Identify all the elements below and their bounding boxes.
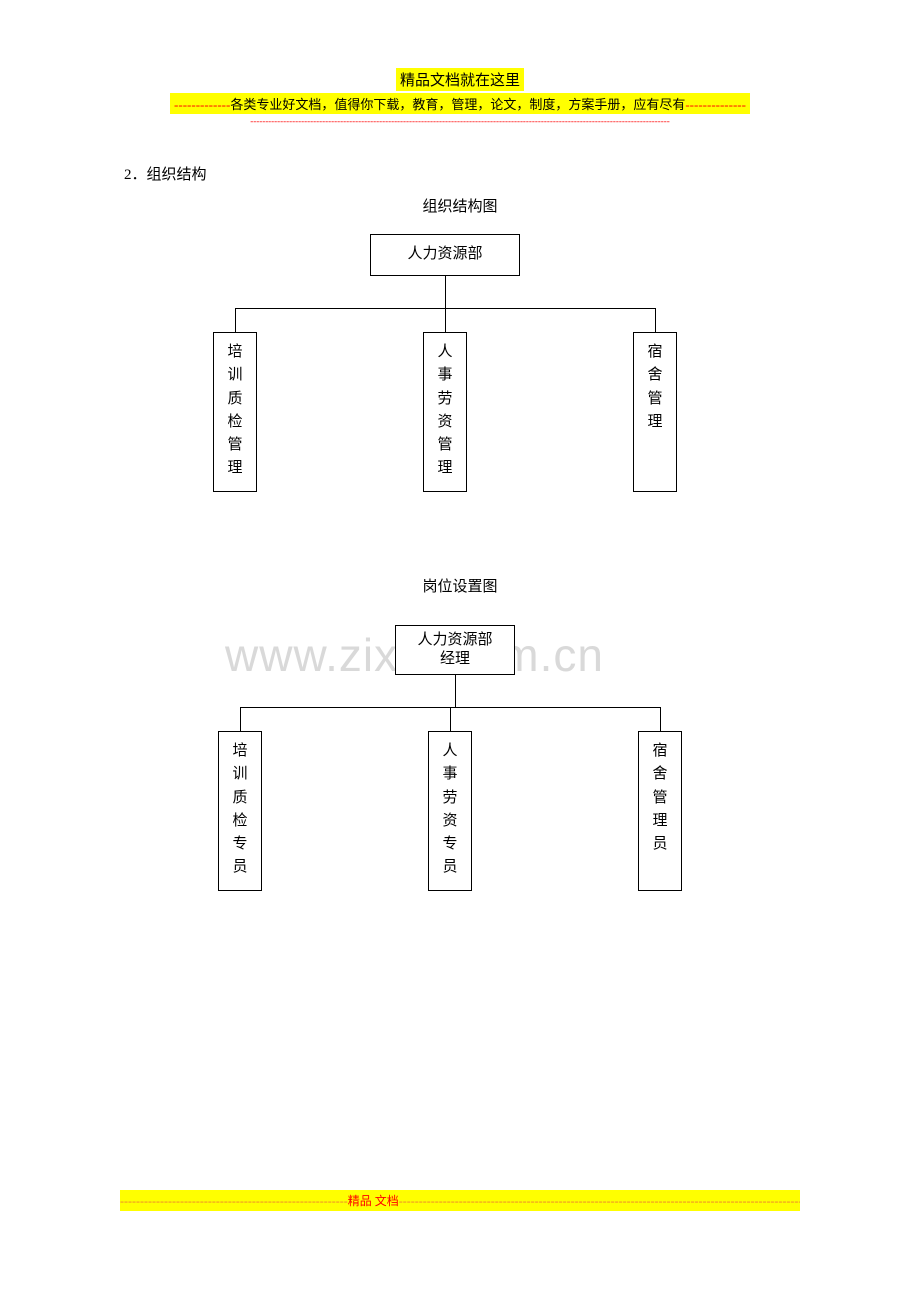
chart1-drop-2	[655, 308, 656, 332]
chart1-drop-1	[445, 308, 446, 332]
chart1-root-node: 人力资源部	[370, 234, 520, 276]
chart1-stem	[445, 276, 446, 308]
chart2-child-2: 宿舍管理员	[638, 731, 682, 891]
doc-footer: ----------------------------------------…	[120, 1190, 800, 1211]
chart2-drop-1	[450, 707, 451, 731]
chart1-title: 组织结构图	[0, 195, 920, 216]
chart2-child-1: 人事劳资专员	[428, 731, 472, 891]
chart1-drop-0	[235, 308, 236, 332]
chart1-child-0: 培训质检管理	[213, 332, 257, 492]
header-sub-core: 各类专业好文档，值得你下载，教育，管理，论文，制度，方案手册，应有尽有	[230, 97, 685, 112]
chart2-drop-2	[660, 707, 661, 731]
chart1-child-1: 人事劳资管理	[423, 332, 467, 492]
header-sub-suffix: --------------	[685, 97, 746, 112]
footer-suffix: ----------------------------------------…	[399, 1194, 800, 1208]
header-sub-prefix: -------------	[174, 97, 230, 112]
section-label: 2．组织结构	[124, 163, 207, 184]
chart2-root-line1: 人力资源部	[417, 631, 492, 651]
chart2-title: 岗位设置图	[0, 575, 920, 596]
header-title: 精品文档就在这里	[396, 68, 524, 91]
doc-header: 精品文档就在这里 -------------各类专业好文档，值得你下载，教育，管…	[120, 68, 800, 126]
chart2-drop-0	[240, 707, 241, 731]
footer-core: 精品 文档	[348, 1194, 399, 1208]
footer-prefix: ----------------------------------------…	[120, 1194, 348, 1208]
chart2-child-0: 培训质检专员	[218, 731, 262, 891]
chart2-root-line2: 经理	[440, 650, 470, 670]
chart2-root-node: 人力资源部 经理	[395, 625, 515, 675]
header-subtitle: -------------各类专业好文档，值得你下载，教育，管理，论文，制度，方…	[170, 93, 750, 114]
header-dashline: ----------------------------------------…	[120, 116, 800, 126]
chart1-child-2: 宿舍管理	[633, 332, 677, 492]
chart2-stem	[455, 675, 456, 707]
